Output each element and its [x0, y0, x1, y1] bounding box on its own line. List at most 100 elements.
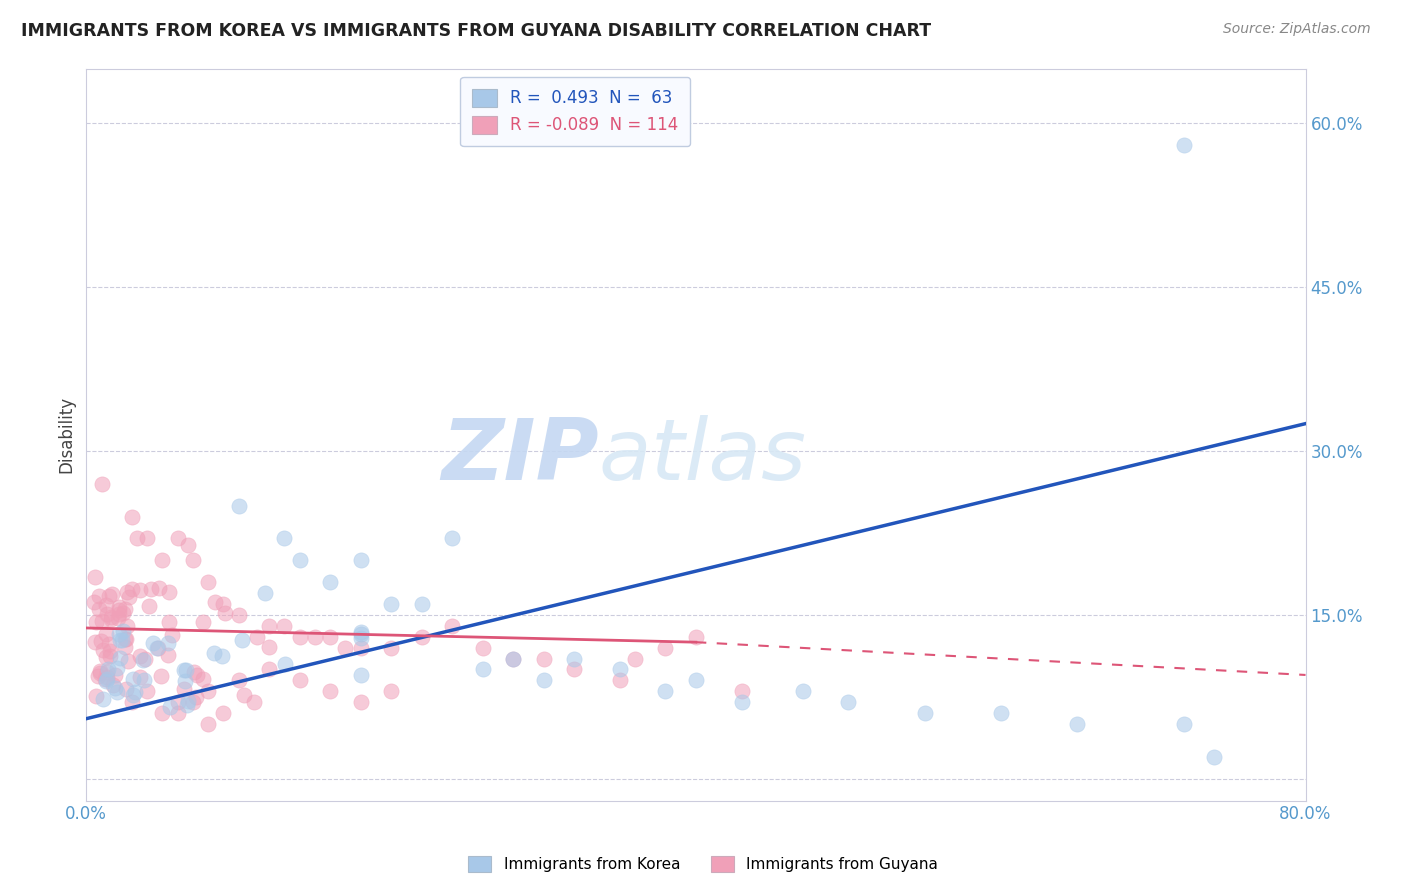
Point	[107, 611, 129, 625]
Point	[319, 575, 342, 590]
Point	[654, 640, 676, 655]
Point	[1202, 750, 1225, 764]
Point	[792, 684, 814, 698]
Point	[121, 695, 143, 709]
Point	[114, 632, 136, 647]
Point	[129, 669, 152, 683]
Point	[380, 684, 402, 698]
Point	[89, 589, 111, 603]
Point	[94, 626, 117, 640]
Point	[533, 673, 555, 688]
Text: IMMIGRANTS FROM KOREA VS IMMIGRANTS FROM GUYANA DISABILITY CORRELATION CHART: IMMIGRANTS FROM KOREA VS IMMIGRANTS FROM…	[21, 22, 931, 40]
Point	[212, 706, 235, 721]
Point	[990, 706, 1012, 721]
Point	[228, 673, 250, 688]
Point	[380, 640, 402, 655]
Point	[86, 689, 108, 703]
Point	[98, 648, 121, 663]
Point	[349, 631, 371, 645]
Point	[380, 597, 402, 611]
Point	[90, 633, 112, 648]
Point	[96, 670, 118, 684]
Point	[685, 673, 707, 688]
Point	[349, 640, 371, 655]
Point	[202, 647, 225, 661]
Point	[562, 663, 585, 677]
Point	[139, 582, 162, 597]
Point	[246, 630, 269, 644]
Point	[257, 663, 280, 677]
Point	[184, 690, 207, 705]
Point	[111, 632, 134, 647]
Point	[104, 681, 127, 695]
Point	[441, 619, 464, 633]
Point	[471, 663, 494, 677]
Point	[142, 636, 165, 650]
Point	[471, 640, 494, 655]
Point	[91, 614, 114, 628]
Point	[212, 597, 235, 611]
Point	[211, 649, 233, 664]
Point	[117, 654, 139, 668]
Point	[132, 653, 155, 667]
Point	[533, 651, 555, 665]
Point	[122, 688, 145, 702]
Point	[166, 695, 188, 709]
Point	[96, 598, 118, 612]
Point	[148, 582, 170, 596]
Point	[134, 652, 156, 666]
Point	[177, 694, 200, 708]
Point	[173, 663, 195, 677]
Point	[319, 630, 342, 644]
Point	[914, 706, 936, 721]
Point	[411, 630, 433, 644]
Point	[837, 695, 859, 709]
Point	[128, 582, 150, 597]
Point	[231, 632, 253, 647]
Point	[349, 624, 371, 639]
Point	[228, 499, 250, 513]
Point	[136, 684, 159, 698]
Point	[100, 587, 122, 601]
Point	[118, 590, 141, 604]
Point	[98, 589, 121, 603]
Point	[83, 595, 105, 609]
Point	[94, 674, 117, 689]
Point	[107, 627, 129, 641]
Legend: Immigrants from Korea, Immigrants from Guyana: Immigrants from Korea, Immigrants from G…	[461, 848, 945, 880]
Point	[253, 586, 276, 600]
Point	[86, 669, 108, 683]
Point	[121, 582, 143, 596]
Point	[146, 641, 169, 656]
Point	[108, 603, 131, 617]
Point	[98, 644, 121, 658]
Point	[114, 640, 136, 655]
Point	[84, 570, 107, 584]
Point	[93, 643, 115, 657]
Point	[288, 673, 311, 688]
Point	[502, 651, 524, 665]
Point	[90, 476, 112, 491]
Point	[97, 636, 120, 650]
Point	[148, 641, 170, 656]
Point	[654, 684, 676, 698]
Point	[174, 674, 197, 689]
Point	[93, 691, 115, 706]
Point	[562, 651, 585, 665]
Point	[257, 619, 280, 633]
Point	[96, 672, 118, 686]
Point	[84, 635, 107, 649]
Point	[441, 532, 464, 546]
Point	[96, 607, 118, 621]
Point	[177, 538, 200, 552]
Point	[502, 651, 524, 665]
Point	[114, 601, 136, 615]
Point	[157, 648, 180, 662]
Point	[191, 672, 214, 686]
Point	[103, 668, 125, 682]
Point	[121, 509, 143, 524]
Point	[138, 599, 160, 614]
Legend: R =  0.493  N =  63, R = -0.089  N = 114: R = 0.493 N = 63, R = -0.089 N = 114	[460, 77, 690, 146]
Point	[152, 706, 174, 721]
Point	[166, 532, 188, 546]
